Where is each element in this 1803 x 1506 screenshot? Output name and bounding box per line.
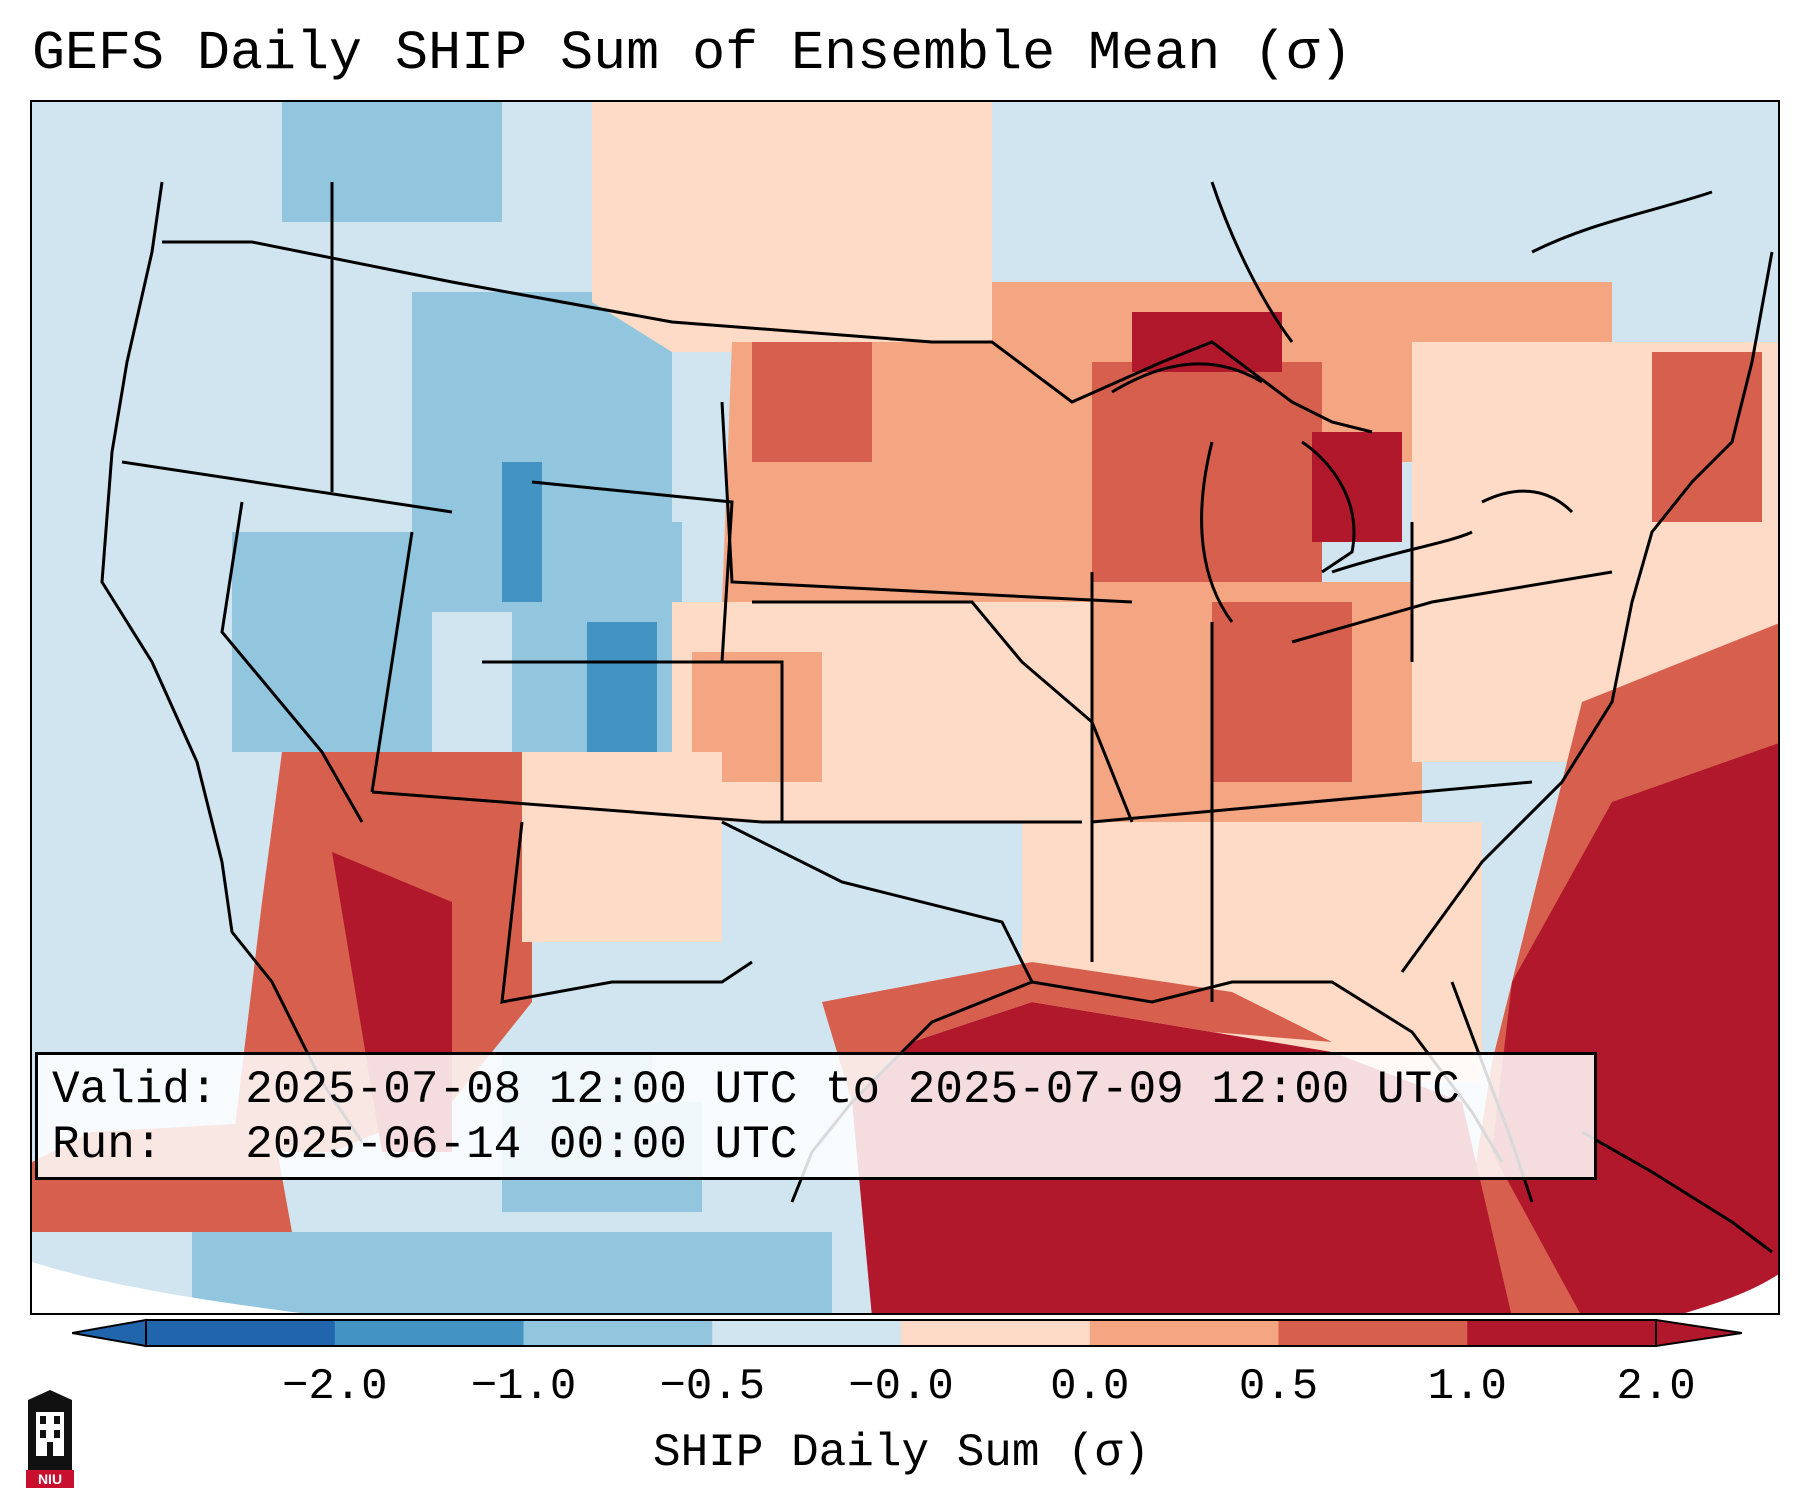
field-patch-nd-red [752,342,872,462]
oh-pa-border [1291,570,1613,644]
field-patch-gulf-coast-red [822,962,1332,1102]
cuba-outline [1581,1130,1773,1254]
ontario-coast [1210,181,1294,343]
colorbar-segment [1467,1320,1657,1346]
colorado-border [482,660,784,822]
colorbar-segment [712,1320,902,1346]
field-patch-superior-red [1132,312,1282,372]
colorbar-tick-label: −0.0 [848,1362,954,1412]
utah-ok-border [371,790,1082,824]
colorbar-segment [1089,1320,1279,1346]
boundary-lines [100,181,1774,1254]
field-patch-canada-pink [592,102,992,352]
wyoming-border [531,480,734,663]
tn-nc-border [1091,780,1533,824]
quebec-border [1531,190,1713,254]
colorbar-extend-high [1655,1318,1742,1348]
west-coastline [100,181,364,1143]
northern-border [162,240,1373,434]
colorbar-segment [334,1320,524,1346]
field-patch-nw-blue [282,102,502,222]
field-patch-pacific-blue [192,1232,832,1313]
field-patch-nv-blue [232,532,432,752]
colorbar-tick-label: −1.0 [470,1362,577,1412]
valid-run-info-box: Valid: 2025-07-08 12:00 UTC to 2025-07-0… [35,1052,1597,1180]
colorbar-segment [146,1320,336,1346]
colorbar-tick-label: 2.0 [1616,1362,1696,1412]
colorbar-tick-label: −2.0 [281,1362,388,1412]
or-ca-border [121,460,453,514]
colorbar-tick-label: 0.5 [1238,1362,1319,1412]
colorbar-outline [145,1319,1657,1347]
lake-erie-outline [1331,530,1473,574]
ca-nv-border [220,501,364,823]
colorbar-label: SHIP Daily Sum (σ) [653,1427,1150,1479]
nm-border [500,821,753,1004]
colorbar-segment [523,1320,713,1346]
field-patch-co-dark-blue [587,622,657,752]
colorbar-tick-label: −0.5 [659,1362,766,1412]
colorbar-extend-low [72,1318,147,1348]
field-patch-in-oh-red [1212,602,1352,782]
lake-superior-outline [1111,362,1263,394]
lake-michigan-outline [1200,441,1234,623]
ne-ks-border [752,600,1134,823]
colorbar-tick-label: 0.0 [1050,1362,1130,1412]
chart-title: GEFS Daily SHIP Sum of Ensemble Mean (σ) [32,22,1353,85]
colorbar [72,1318,1742,1348]
east-coastline [1400,251,1774,973]
nv-ut-border [370,531,414,793]
field-patch-nm-pink [522,752,722,942]
colorbar-segment [901,1320,1091,1346]
dakotas-border [720,401,1133,604]
lake-ontario-outline [1481,489,1574,514]
niu-tower-icon: NIU [26,1390,74,1488]
colorbar-tick-label: 1.0 [1427,1362,1507,1412]
colorbar-segment [1278,1320,1468,1346]
projection-corner-se [1685,1274,1778,1313]
valid-time-text: Valid: 2025-07-08 12:00 UTC to 2025-07-0… [52,1064,1460,1116]
field-patch-maine-red [1652,352,1762,522]
lake-huron-outline [1301,440,1356,574]
field-patch-wy-dark-blue [502,462,542,602]
niu-logo-text: NIU [38,1471,62,1487]
field-patch-lake-huron-red [1312,432,1402,542]
projection-corner-sw [32,1262,301,1313]
run-time-text: Run: 2025-06-14 00:00 UTC [52,1119,798,1171]
